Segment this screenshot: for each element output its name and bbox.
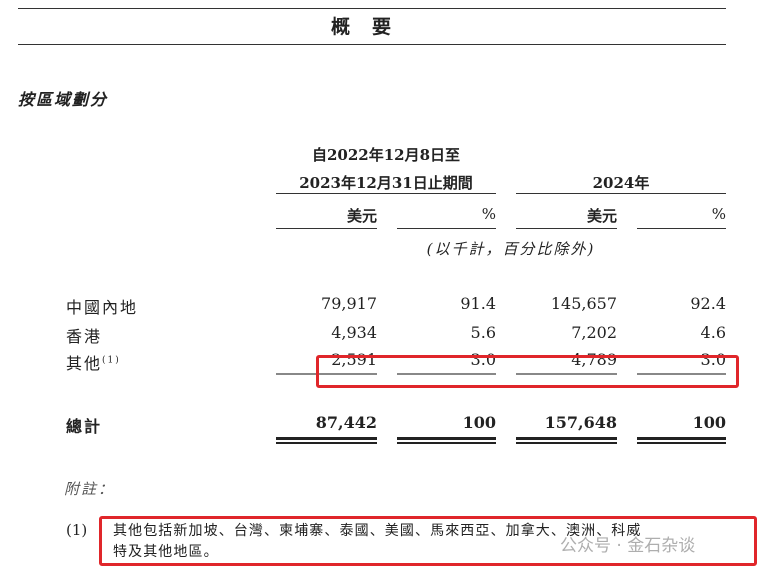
cell-2024-pct: 4.6	[700, 323, 726, 342]
period1-header-line1: 自2022年12月8日至	[311, 146, 461, 164]
notes-title: 附註：	[64, 480, 116, 498]
cell-2023-pct: 3.0	[470, 350, 496, 369]
page-title: 概要	[330, 16, 413, 38]
cell-2024-usd: 145,657	[550, 294, 617, 313]
period2-underline	[516, 193, 726, 194]
col4-underline	[637, 228, 726, 229]
row-label: 其他(1)	[66, 350, 121, 374]
total-2024-pct: 100	[692, 413, 726, 432]
row-label: 香港	[66, 327, 103, 346]
period2-header: 2024年	[592, 174, 650, 192]
pct-header-1: %	[481, 205, 496, 223]
row-label: 中國內地	[66, 298, 139, 317]
usd-header-2: 美元	[586, 207, 617, 225]
col2-underline	[397, 228, 496, 229]
total-double-rule	[637, 437, 726, 444]
title-rule	[18, 44, 726, 45]
footnote-line2: 特及其他地區。	[113, 544, 219, 560]
cell-2023-usd: 2,591	[331, 350, 377, 369]
total-double-rule	[516, 437, 617, 444]
period1-header-line2: 2023年12月31日止期間	[299, 174, 473, 192]
cell-2023-usd: 79,917	[321, 294, 377, 313]
col3-underline	[516, 228, 617, 229]
subtotal-rule	[516, 373, 617, 375]
total-2024-usd: 157,648	[544, 413, 617, 432]
section-title: 按區域劃分	[18, 90, 109, 109]
cell-2023-pct: 91.4	[460, 294, 496, 313]
usd-header-1: 美元	[346, 207, 377, 225]
cell-2024-pct: 92.4	[690, 294, 726, 313]
subtotal-rule	[637, 373, 726, 375]
top-rule	[18, 8, 726, 9]
subtotal-rule	[276, 373, 377, 375]
row-label-text: 其他	[66, 354, 103, 373]
footnote-line1: 其他包括新加坡、台灣、柬埔寨、泰國、美國、馬來西亞、加拿大、澳洲、科威	[113, 523, 642, 539]
total-double-rule	[397, 437, 496, 444]
total-double-rule	[276, 437, 377, 444]
subtotal-rule	[397, 373, 496, 375]
cell-2023-pct: 5.6	[470, 323, 496, 342]
col1-underline	[276, 228, 377, 229]
cell-2024-usd: 7,202	[571, 323, 617, 342]
pct-header-2: %	[711, 205, 726, 223]
highlight-box-footnote	[99, 516, 757, 566]
cell-2024-pct: 3.0	[700, 350, 726, 369]
cell-2024-usd: 4,789	[571, 350, 617, 369]
footnote-marker: (1)	[66, 521, 88, 539]
period1-underline	[276, 193, 496, 194]
watermark: 公众号 · 金石杂谈	[560, 536, 696, 556]
total-label: 總計	[66, 417, 103, 436]
units-note: (以千計，百分比除外)	[426, 240, 596, 258]
highlight-box-others	[316, 355, 739, 388]
total-2023-usd: 87,442	[315, 413, 377, 432]
footnote-ref: (1)	[102, 355, 121, 366]
total-2023-pct: 100	[462, 413, 496, 432]
cell-2023-usd: 4,934	[331, 323, 377, 342]
